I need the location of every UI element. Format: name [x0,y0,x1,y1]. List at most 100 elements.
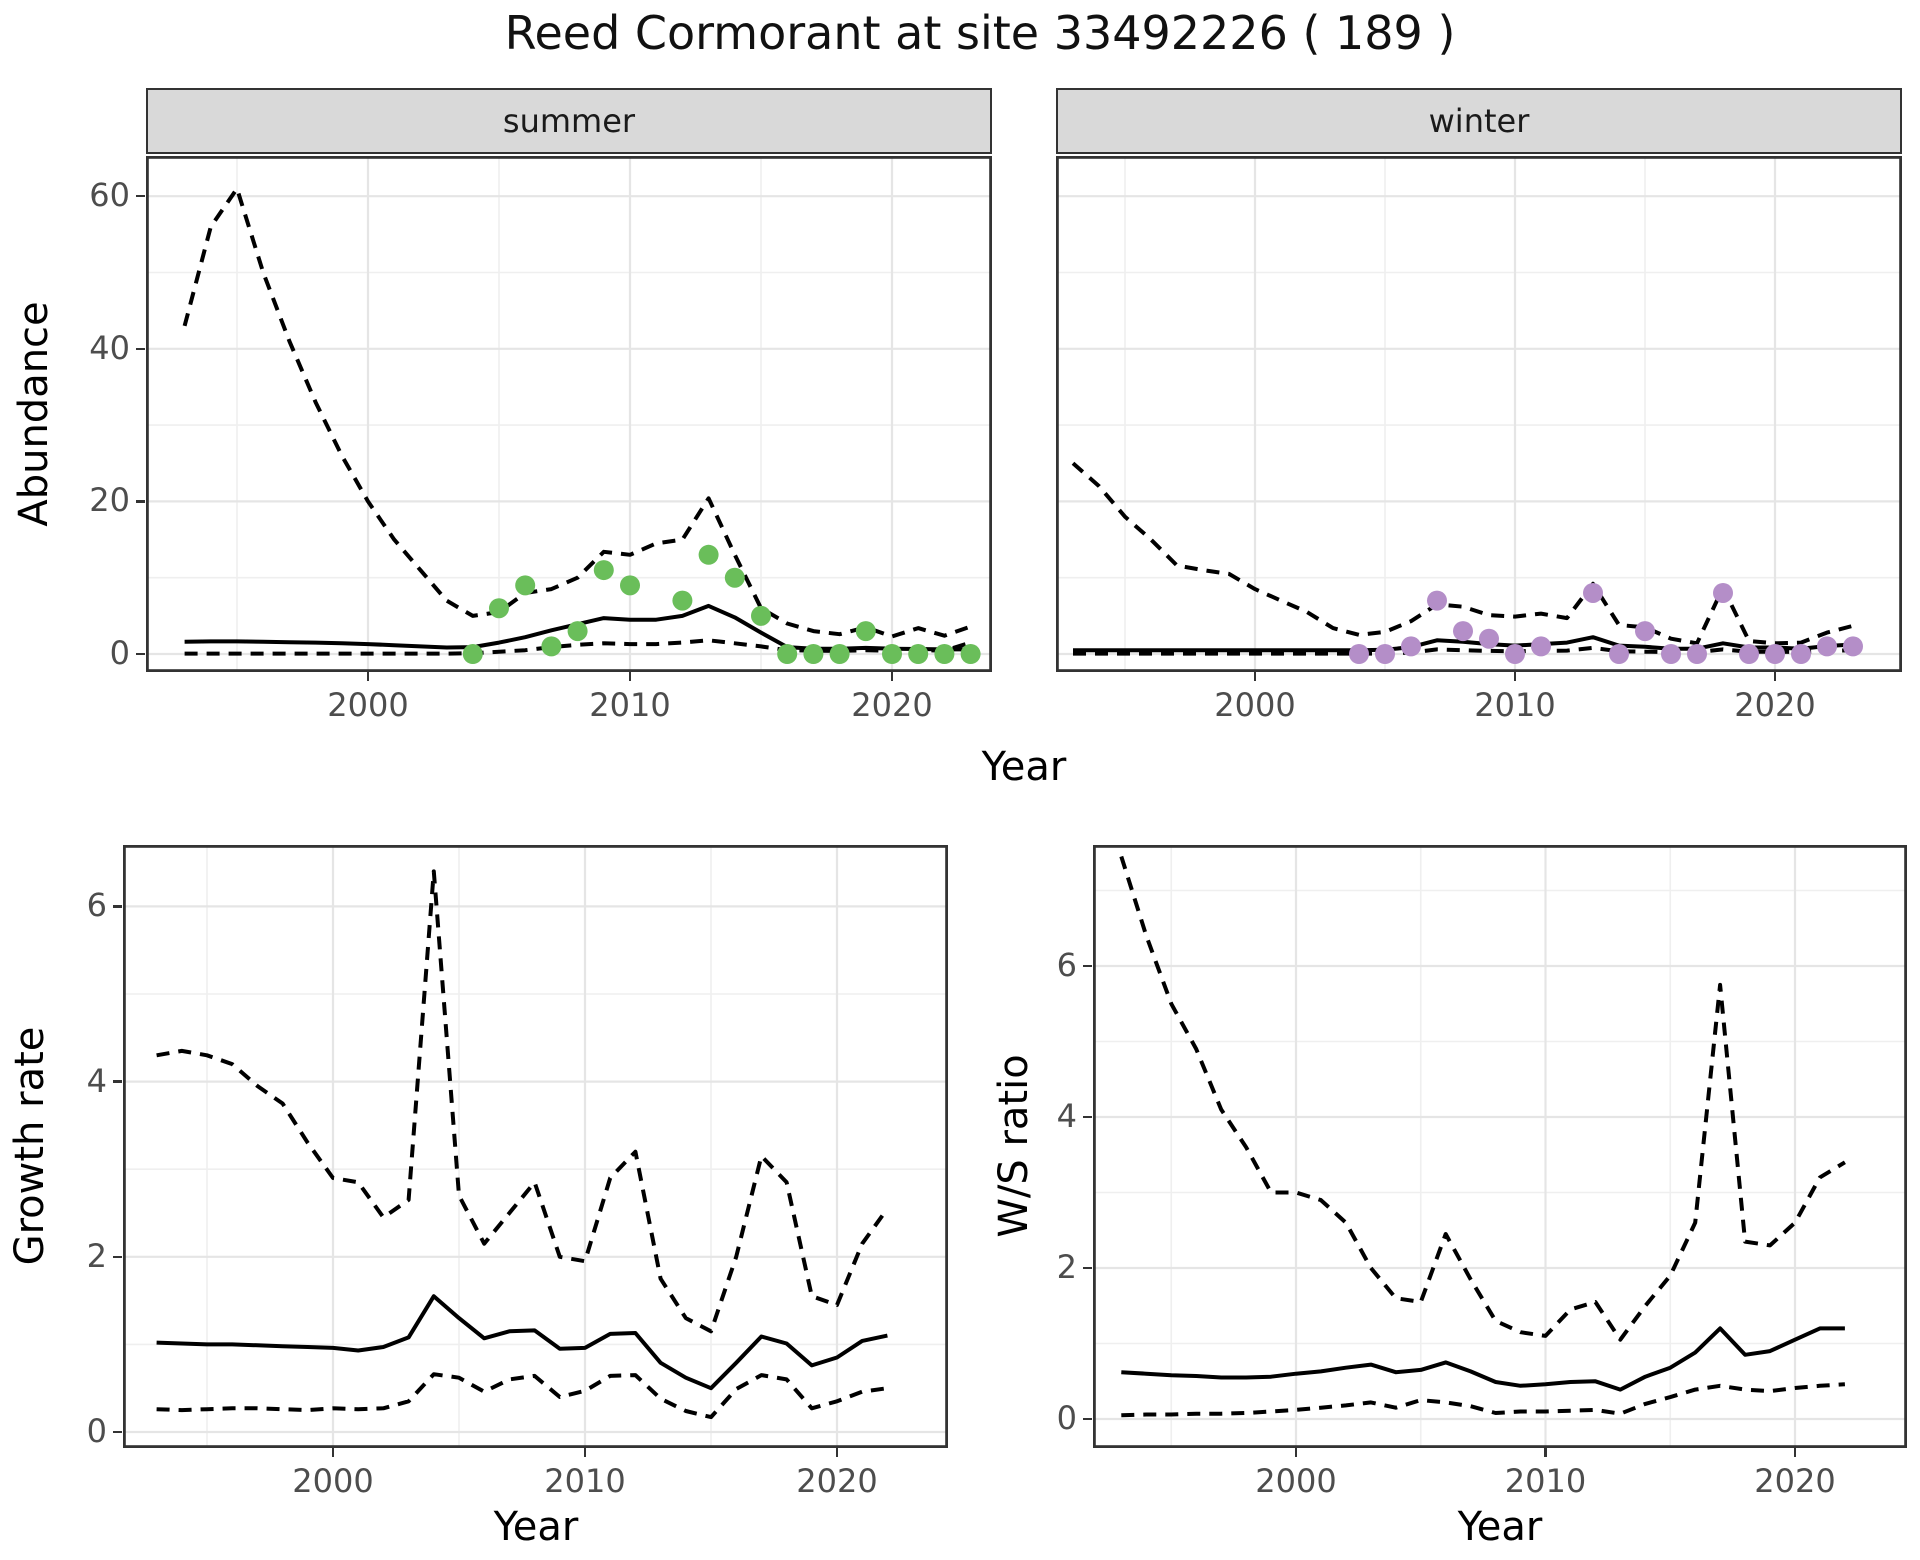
observed-point-abundance-summer [620,575,640,596]
observed-point-abundance-winter [1583,582,1603,603]
x-tick-label: 2010 [589,686,671,724]
y-tick-mark [112,905,122,908]
x-tick-label: 2010 [544,1462,626,1500]
observed-point-abundance-winter [1375,644,1395,664]
y-tick-label: 4 [86,1061,107,1100]
series-group [156,869,890,1420]
ws-ratio-panel [1093,845,1907,1448]
observed-point-abundance-winter [1713,582,1733,603]
observed-point-abundance-summer [489,598,509,619]
observed-point-abundance-winter [1635,621,1655,642]
panel-border [123,845,948,1448]
x-tick-mark [1793,1448,1797,1457]
fit-line [1121,1326,1845,1392]
observed-point-abundance-summer [751,605,771,626]
observed-point-abundance-winter [1453,621,1473,642]
y-tick-mark [135,347,145,351]
observed-point-abundance-summer [672,590,693,611]
x-axis-title-ws-ratio: Year [1457,1504,1543,1550]
observed-point-abundance-winter [1817,636,1837,657]
y-tick-label: 4 [1056,1097,1077,1135]
x-tick-mark [1513,672,1517,681]
abundance-summer-panel [146,156,992,672]
observed-point-abundance-winter [1505,644,1525,664]
x-axis-title-abundance: Year [981,744,1067,790]
panel-background [146,156,992,672]
panel-border [146,156,992,672]
observed-point-abundance-summer [934,644,955,664]
y-tick-label: 40 [89,328,130,367]
x-tick-mark [366,672,370,681]
x-tick-label: 2010 [1504,1462,1587,1500]
x-tick-mark [331,1448,335,1457]
grid [1056,156,1902,672]
y-tick-mark [1082,1266,1092,1270]
x-tick-mark [1773,672,1777,681]
y-tick-label: 0 [86,1412,107,1450]
observed-point-abundance-winter [1739,644,1759,664]
observed-point-abundance-winter [1401,636,1421,657]
y-tick-label: 2 [1056,1248,1077,1286]
upper-ci-line [1119,855,1846,1342]
facet-strip-winter: winter [1056,88,1902,154]
series-group [1071,461,1863,664]
fit-line [1073,635,1854,653]
observed-point-abundance-summer [593,560,614,581]
observed-point-abundance-summer [462,644,483,664]
observed-point-abundance-summer [777,644,798,664]
y-tick-mark [1082,1417,1092,1421]
observed-point-abundance-winter [1479,628,1499,649]
y-tick-label: 0 [1056,1399,1077,1437]
observed-point-abundance-winter [1661,644,1681,664]
observed-point-abundance-winter [1791,644,1811,664]
y-tick-mark [112,1080,122,1083]
x-tick-label: 2000 [292,1462,374,1500]
observed-point-abundance-winter [1765,644,1785,664]
y-axis-title-ws-ratio: W/S ratio [991,1054,1037,1238]
x-tick-mark [628,672,632,681]
x-tick-mark [1294,1448,1298,1457]
lower-ci-line [1121,1382,1846,1418]
y-tick-mark [112,1255,122,1259]
panel-border [1056,156,1902,672]
y-tick-label: 20 [89,481,130,520]
y-tick-mark [1082,1115,1092,1119]
series-group [1119,855,1846,1418]
y-tick-mark [112,1430,122,1434]
x-tick-mark [1544,1448,1547,1457]
y-tick-label: 6 [1056,946,1077,984]
facet-strip-summer: summer [146,88,992,154]
observed-point-abundance-summer [960,644,981,664]
observed-point-abundance-winter [1531,636,1551,657]
lower-ci-line [1073,645,1854,656]
upper-ci-line [182,186,972,639]
panel-background [123,845,948,1448]
x-tick-mark [583,1448,587,1457]
x-tick-mark [1253,672,1257,681]
grid [1093,845,1907,1448]
x-tick-label: 2010 [1474,686,1556,724]
observed-point-abundance-summer [855,621,876,642]
observed-point-abundance-winter [1427,590,1447,611]
y-tick-label: 60 [89,176,130,215]
chart-title: Reed Cormorant at site 33492226 ( 189 ) [504,6,1456,60]
x-tick-label: 2020 [1734,686,1816,724]
y-tick-label: 2 [86,1236,107,1275]
x-tick-label: 2000 [1214,686,1296,724]
y-tick-mark [1082,964,1092,968]
observed-point-abundance-summer [803,644,824,664]
panel-background [1093,845,1907,1448]
observed-point-abundance-summer [567,621,588,642]
x-tick-label: 2020 [1754,1462,1836,1500]
observed-point-abundance-winter [1349,644,1369,664]
grid [146,156,992,672]
x-tick-label: 2000 [1255,1462,1337,1500]
y-tick-mark [135,652,145,656]
observed-point-abundance-summer [829,644,850,664]
observed-point-abundance-summer [541,636,562,657]
y-tick-mark [135,500,145,503]
abundance-winter-panel [1056,156,1902,672]
observed-point-abundance-winter [1843,636,1863,657]
observed-point-abundance-summer [515,575,536,596]
